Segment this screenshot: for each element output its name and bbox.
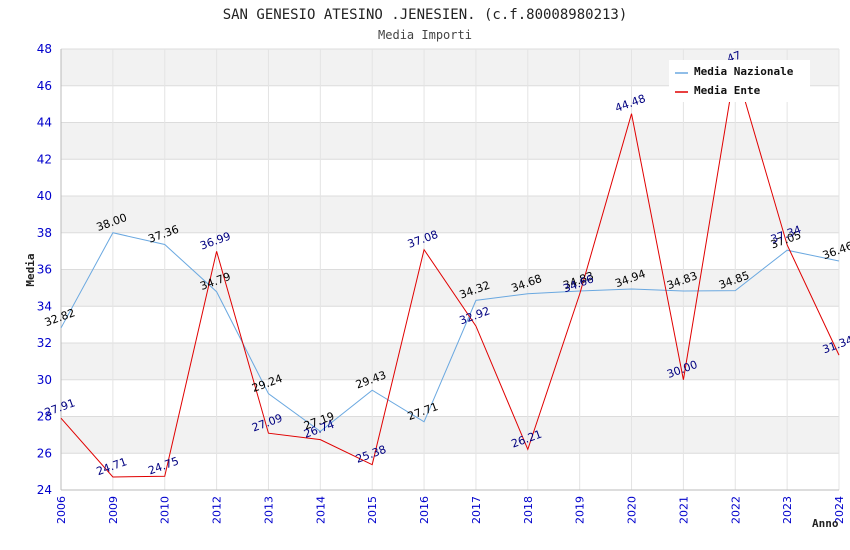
legend-box (669, 60, 810, 102)
plot-band (61, 232, 839, 270)
y-tick-label: 32 (37, 336, 52, 350)
y-tick-labels: 24 26 28 30 32 34 36 38 40 42 44 46 48 (37, 42, 52, 497)
plot-band (61, 306, 839, 343)
y-tick-label: 48 (37, 42, 52, 56)
plot-band (61, 122, 839, 160)
series-lines (60, 67, 840, 478)
legend-label-media-nazionale: Media Nazionale (694, 65, 794, 78)
x-tick-label: 2019 (574, 496, 587, 524)
x-tick-label: 2013 (262, 496, 275, 524)
x-tick-label: 2006 (55, 496, 68, 524)
y-tick-label: 36 (37, 263, 52, 277)
plot-band (61, 416, 839, 454)
y-tick-label: 38 (37, 226, 52, 240)
x-tick-label: 2018 (522, 496, 535, 524)
x-tick-label: 2009 (107, 496, 120, 524)
y-tick-label: 28 (37, 410, 52, 424)
chart-subtitle: Media Importi (378, 28, 472, 42)
y-tick-label: 30 (37, 373, 52, 387)
x-tick-label: 2023 (781, 496, 794, 524)
x-tick-label: 2020 (626, 496, 639, 524)
y-tick-label: 44 (37, 116, 52, 130)
series-line-media-ente (60, 67, 840, 478)
y-tick-label: 34 (37, 299, 52, 313)
legend: Media Nazionale Media Ente (669, 60, 810, 102)
x-tick-label: 2016 (418, 496, 431, 524)
plot-background-bands (61, 49, 839, 490)
y-axis-label: Media (24, 253, 37, 286)
x-tick-labels: 2006 2009 2010 2012 2013 2014 2015 2016 2017 2018… (55, 496, 846, 524)
x-tick-label: 2015 (366, 496, 379, 524)
y-tick-label: 42 (37, 152, 52, 166)
x-tick-label: 2017 (470, 496, 483, 524)
gridlines (60, 48, 840, 491)
plot-band (61, 453, 839, 490)
plot-band (61, 159, 839, 196)
axes (60, 49, 839, 491)
y-tick-label: 46 (37, 79, 52, 93)
plot-band (61, 379, 839, 417)
x-tick-label: 2021 (677, 496, 690, 524)
series-line-media-nazionale (60, 232, 840, 433)
x-tick-label: 2024 (833, 496, 846, 524)
x-tick-label: 2014 (314, 496, 327, 524)
x-axis-label: Anno (812, 517, 839, 530)
chart-title: SAN GENESIO ATESINO .JENESIEN. (c.f.8000… (223, 7, 628, 23)
x-tick-label: 2012 (211, 496, 224, 524)
x-tick-label: 2010 (159, 496, 172, 524)
plot-band (61, 196, 839, 233)
x-tick-label: 2022 (729, 496, 742, 524)
y-tick-label: 24 (37, 483, 52, 497)
y-tick-label: 40 (37, 189, 52, 203)
y-tick-label: 26 (37, 446, 52, 460)
legend-label-media-ente: Media Ente (694, 84, 761, 97)
